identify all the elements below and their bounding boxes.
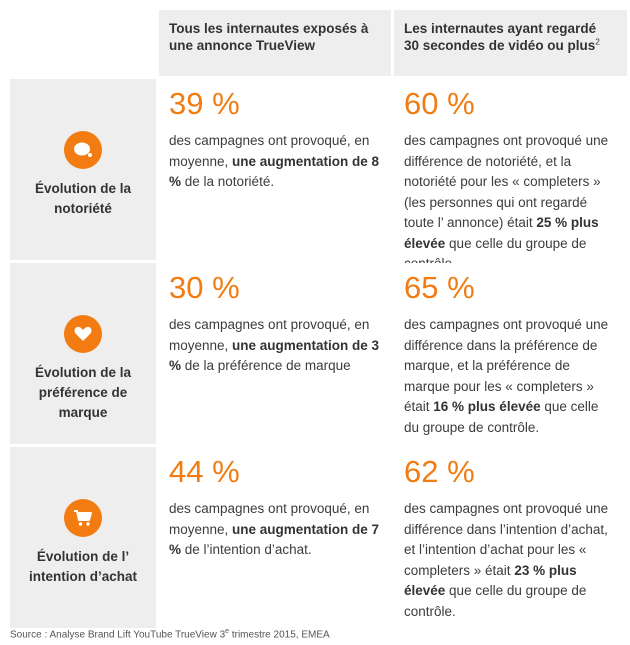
desc-awareness-viewers: des campagnes ont provoqué une différenc… <box>404 131 617 275</box>
row-title-brand-preference: Évolution de la préférence de marque <box>34 365 131 420</box>
corner-cell <box>10 10 156 76</box>
shopping-cart-icon <box>74 510 92 526</box>
source-superscript: e <box>225 628 230 635</box>
row-title-purchase-intent: Évolution de l’ intention d’achat <box>29 549 137 584</box>
desc-awareness-all: des campagnes ont provoqué, en moyenne, … <box>169 131 381 193</box>
column-header-all-exposed-text: Tous les internautes exposés à une annon… <box>169 21 369 53</box>
heart-icon <box>74 326 92 341</box>
desc-text: de la préférence de marque <box>181 358 351 373</box>
desc-text: de l’intention d’achat. <box>181 542 312 557</box>
desc-text: des campagnes ont provoqué une différenc… <box>404 133 609 230</box>
stat-awareness-viewers: 60 % <box>404 86 475 121</box>
column-header-viewers-line1: Les internautes ayant regardé <box>404 21 597 36</box>
source-footnote: Source : Analyse Brand Lift YouTube True… <box>10 628 330 640</box>
column-header-viewers-line2: 30 secondes de vidéo ou plus <box>404 38 596 53</box>
desc-text: des campagnes ont provoqué une différenc… <box>404 501 609 578</box>
desc-brand-preference-viewers: des campagnes ont provoqué une différenc… <box>404 315 617 438</box>
desc-text: des campagnes ont provoqué une différenc… <box>404 317 609 414</box>
cell-purchase-intent-viewers: 62 % des campagnes ont provoqué une diff… <box>394 447 627 628</box>
desc-text: des campagnes ont provoqué, en moyenne, <box>169 317 370 353</box>
desc-text: que celle du groupe de contrôle. <box>404 399 599 435</box>
cell-awareness-all: 39 % des campagnes ont provoqué, en moye… <box>159 79 391 260</box>
desc-highlight: une augmentation de 8 % <box>169 153 380 190</box>
source-text: Source : Analyse Brand Lift YouTube True… <box>10 629 226 641</box>
stat-purchase-intent-all: 44 % <box>169 454 240 489</box>
brand-preference-badge <box>64 315 102 353</box>
desc-purchase-intent-viewers: des campagnes ont provoqué une différenc… <box>404 499 617 622</box>
purchase-intent-badge <box>64 499 102 537</box>
cell-brand-preference-all: 30 % des campagnes ont provoqué, en moye… <box>159 263 391 444</box>
awareness-badge <box>64 131 102 169</box>
cell-awareness-viewers: 60 % des campagnes ont provoqué une diff… <box>394 79 627 271</box>
desc-highlight: une augmentation de 3 % <box>169 337 380 374</box>
cell-purchase-intent-all: 44 % des campagnes ont provoqué, en moye… <box>159 447 391 628</box>
desc-purchase-intent-all: des campagnes ont provoqué, en moyenne, … <box>169 499 381 561</box>
cell-brand-preference-viewers: 65 % des campagnes ont provoqué une diff… <box>394 263 627 444</box>
row-label-awareness: Évolution de la notoriété <box>10 79 156 260</box>
desc-text: des campagnes ont provoqué, en moyenne, <box>169 501 370 537</box>
desc-brand-preference-all: des campagnes ont provoqué, en moyenne, … <box>169 315 381 377</box>
footnote-marker: 2 <box>595 37 600 47</box>
row-label-brand-preference: Évolution de la préférence de marque <box>10 263 156 444</box>
row-label-purchase-intent: Évolution de l’ intention d’achat <box>10 447 156 628</box>
results-table: Tous les internautes exposés à une annon… <box>10 10 627 628</box>
column-header-viewers-30s: Les internautes ayant regardé 30 secondes… <box>394 10 627 76</box>
column-header-all-exposed: Tous les internautes exposés à une annon… <box>159 10 391 76</box>
desc-highlight: 23 % plus élevée <box>404 562 577 599</box>
row-title-awareness: Évolution de la notoriété <box>34 181 131 216</box>
stat-brand-preference-viewers: 65 % <box>404 270 475 305</box>
desc-text: des campagnes ont provoqué, en moyenne, <box>169 133 370 169</box>
stat-brand-preference-all: 30 % <box>169 270 240 305</box>
stat-purchase-intent-viewers: 62 % <box>404 454 475 489</box>
desc-highlight: 16 % plus élevée <box>433 399 541 414</box>
stat-awareness-all: 39 % <box>169 86 240 121</box>
desc-text: de la notoriété. <box>181 174 275 189</box>
desc-text: que celle du groupe de contrôle. <box>404 583 587 619</box>
desc-highlight: une augmentation de 7 % <box>169 521 380 558</box>
desc-highlight: 25 % plus élevée <box>404 215 599 251</box>
source-text: trimestre 2015, EMEA <box>229 629 330 641</box>
chat-bubble-icon <box>74 142 92 157</box>
